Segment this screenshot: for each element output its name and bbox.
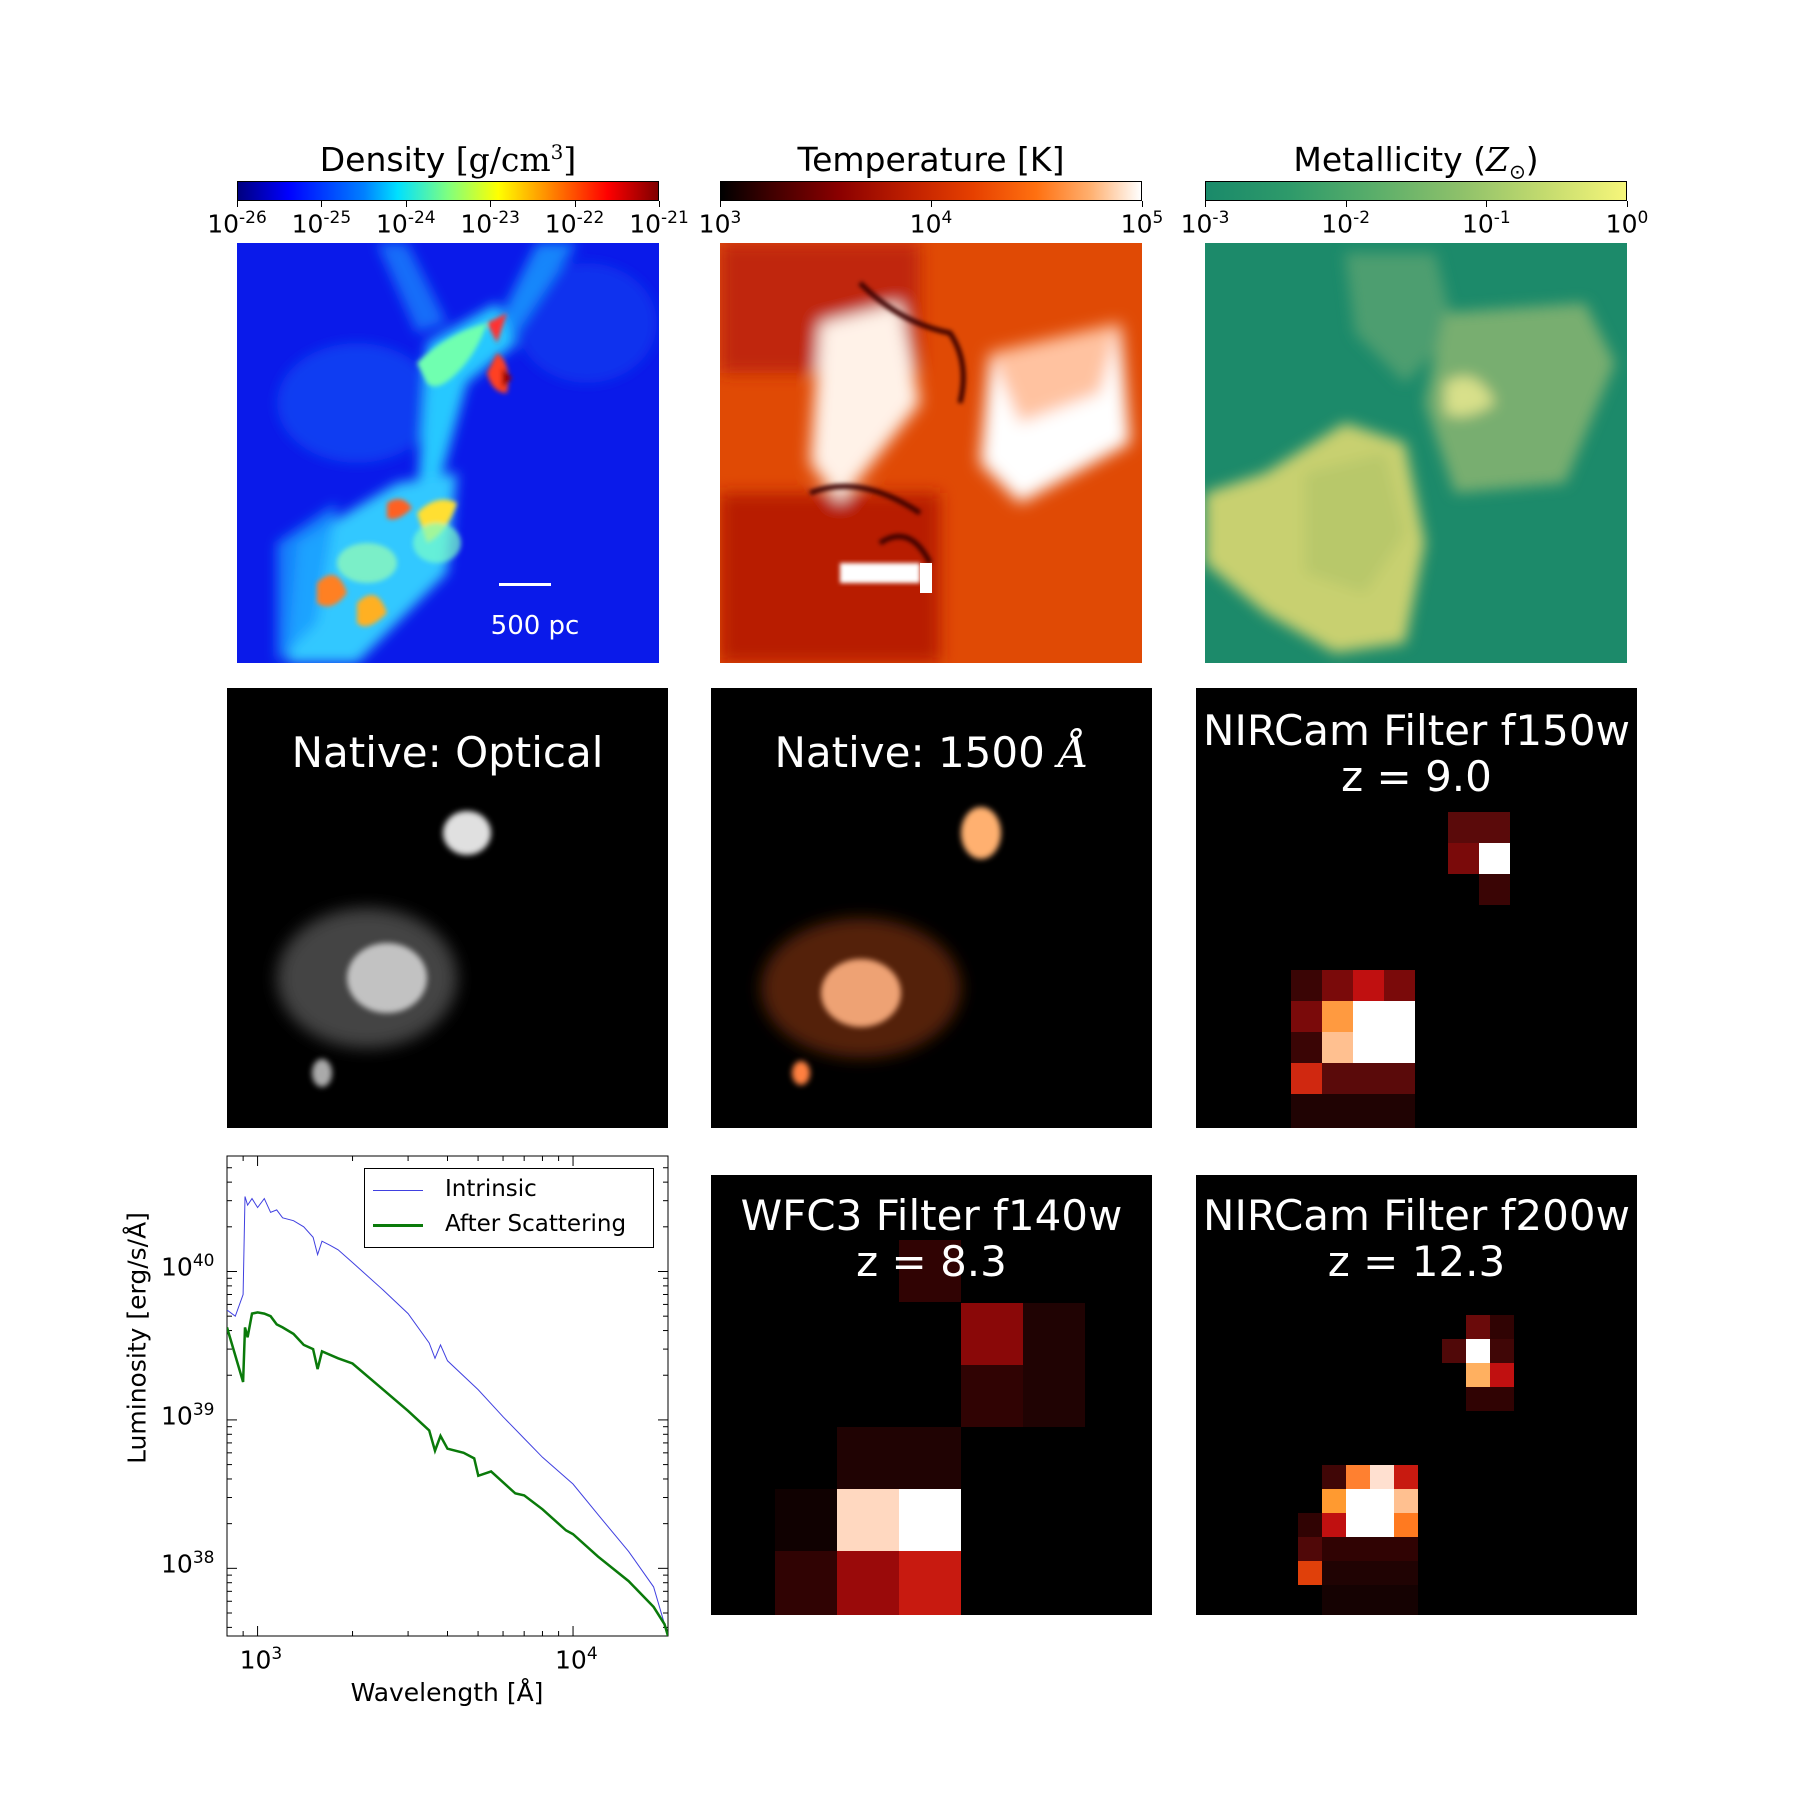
sed-x-axis-label: Wavelength [Å]: [350, 1678, 544, 1707]
sed-series-line-1: [227, 1311, 668, 1636]
sed-x-tick-label: 103: [239, 1644, 283, 1675]
f200w-panel-title-line2: z = 12.3: [1327, 1237, 1506, 1286]
density-tick-label: 10-26: [207, 208, 267, 239]
temperature-tick-mark: [720, 201, 721, 207]
density-tick-label: 10-23: [460, 208, 520, 239]
sed-y-tick-label: 1039: [161, 1399, 215, 1431]
density-map: 500 pc: [237, 243, 659, 663]
temperature-colorbar-gradient: [720, 181, 1142, 201]
uv-image-panel: Native: 1500 Å: [711, 688, 1152, 1128]
f200w-panel-title-line1: NIRCam Filter f200w: [1203, 1191, 1630, 1240]
temperature-tick-label: 103: [698, 208, 742, 239]
density-colorbar-gradient: [237, 181, 659, 201]
legend-swatch-after-scattering: [373, 1224, 423, 1227]
temperature-map: [720, 243, 1142, 663]
temperature-colorbar-title: Temperature [K]: [797, 140, 1065, 179]
f150w-panel-title-line1: NIRCam Filter f150w: [1203, 706, 1630, 755]
sed-y-tick-label: 1038: [161, 1548, 215, 1579]
sed-y-axis-label: Luminosity [erg/s/Å]: [122, 1212, 152, 1464]
metallicity-tick-mark: [1627, 201, 1628, 207]
sed-x-tick-label: 104: [555, 1644, 598, 1675]
metallicity-tick-mark: [1205, 201, 1206, 207]
density-tick-mark: [321, 201, 323, 207]
uv-panel-title: Native: 1500 Å: [774, 728, 1089, 777]
metallicity-tick-label: 10-1: [1461, 208, 1511, 239]
metallicity-tick-label: 100: [1605, 208, 1649, 239]
metallicity-map: [1205, 243, 1627, 663]
metallicity-tick-mark: [1345, 201, 1347, 207]
scalebar-line: [499, 583, 551, 586]
density-tick-mark: [659, 201, 660, 207]
metallicity-colorbar-title: Metallicity (Z⊙): [1293, 140, 1539, 184]
density-colorbar-title: Density [g/cm3]: [319, 140, 577, 179]
legend-label-after-scattering: After Scattering: [445, 1211, 627, 1237]
density-tick-mark: [490, 201, 492, 207]
optical-image-panel: Native: Optical: [227, 688, 668, 1128]
metallicity-tick-label: 10-3: [1180, 208, 1230, 239]
legend-row-intrinsic: Intrinsic: [365, 1176, 653, 1206]
metallicity-tick-label: 10-2: [1321, 208, 1371, 239]
f140w-image-panel: WFC3 Filter f140w z = 8.3: [711, 1175, 1152, 1615]
f150w-panel-title-line2: z = 9.0: [1341, 752, 1492, 801]
sed-series-line-0: [227, 1196, 668, 1636]
scalebar-label: 500 pc: [490, 611, 580, 641]
density-tick-label: 10-22: [544, 208, 605, 239]
sed-legend: Intrinsic After Scattering: [364, 1168, 654, 1248]
density-tick-mark: [574, 201, 576, 207]
f150w-image-panel: NIRCam Filter f150w z = 9.0: [1196, 688, 1637, 1128]
sed-y-tick-label: 1040: [161, 1251, 215, 1282]
temperature-tick-label: 105: [1120, 208, 1164, 239]
legend-row-after-scattering: After Scattering: [365, 1211, 653, 1241]
legend-label-intrinsic: Intrinsic: [445, 1176, 537, 1202]
metallicity-tick-mark: [1486, 201, 1488, 207]
optical-panel-title: Native: Optical: [291, 728, 604, 777]
f200w-image-panel: NIRCam Filter f200w z = 12.3: [1196, 1175, 1637, 1615]
density-tick-mark: [237, 201, 238, 207]
temperature-tick-mark: [931, 201, 932, 207]
density-tick-label: 10-21: [629, 208, 689, 239]
f140w-panel-title-line1: WFC3 Filter f140w: [740, 1191, 1123, 1240]
density-tick-label: 10-25: [291, 208, 352, 239]
density-tick-label: 10-24: [376, 208, 436, 239]
metallicity-colorbar-gradient: [1205, 181, 1627, 201]
legend-swatch-intrinsic: [373, 1190, 423, 1191]
sed-plot-frame: [226, 1155, 669, 1637]
f140w-panel-title-line2: z = 8.3: [856, 1237, 1007, 1286]
density-tick-mark: [405, 201, 407, 207]
temperature-tick-mark: [1142, 201, 1143, 207]
temperature-tick-label: 104: [909, 208, 953, 239]
